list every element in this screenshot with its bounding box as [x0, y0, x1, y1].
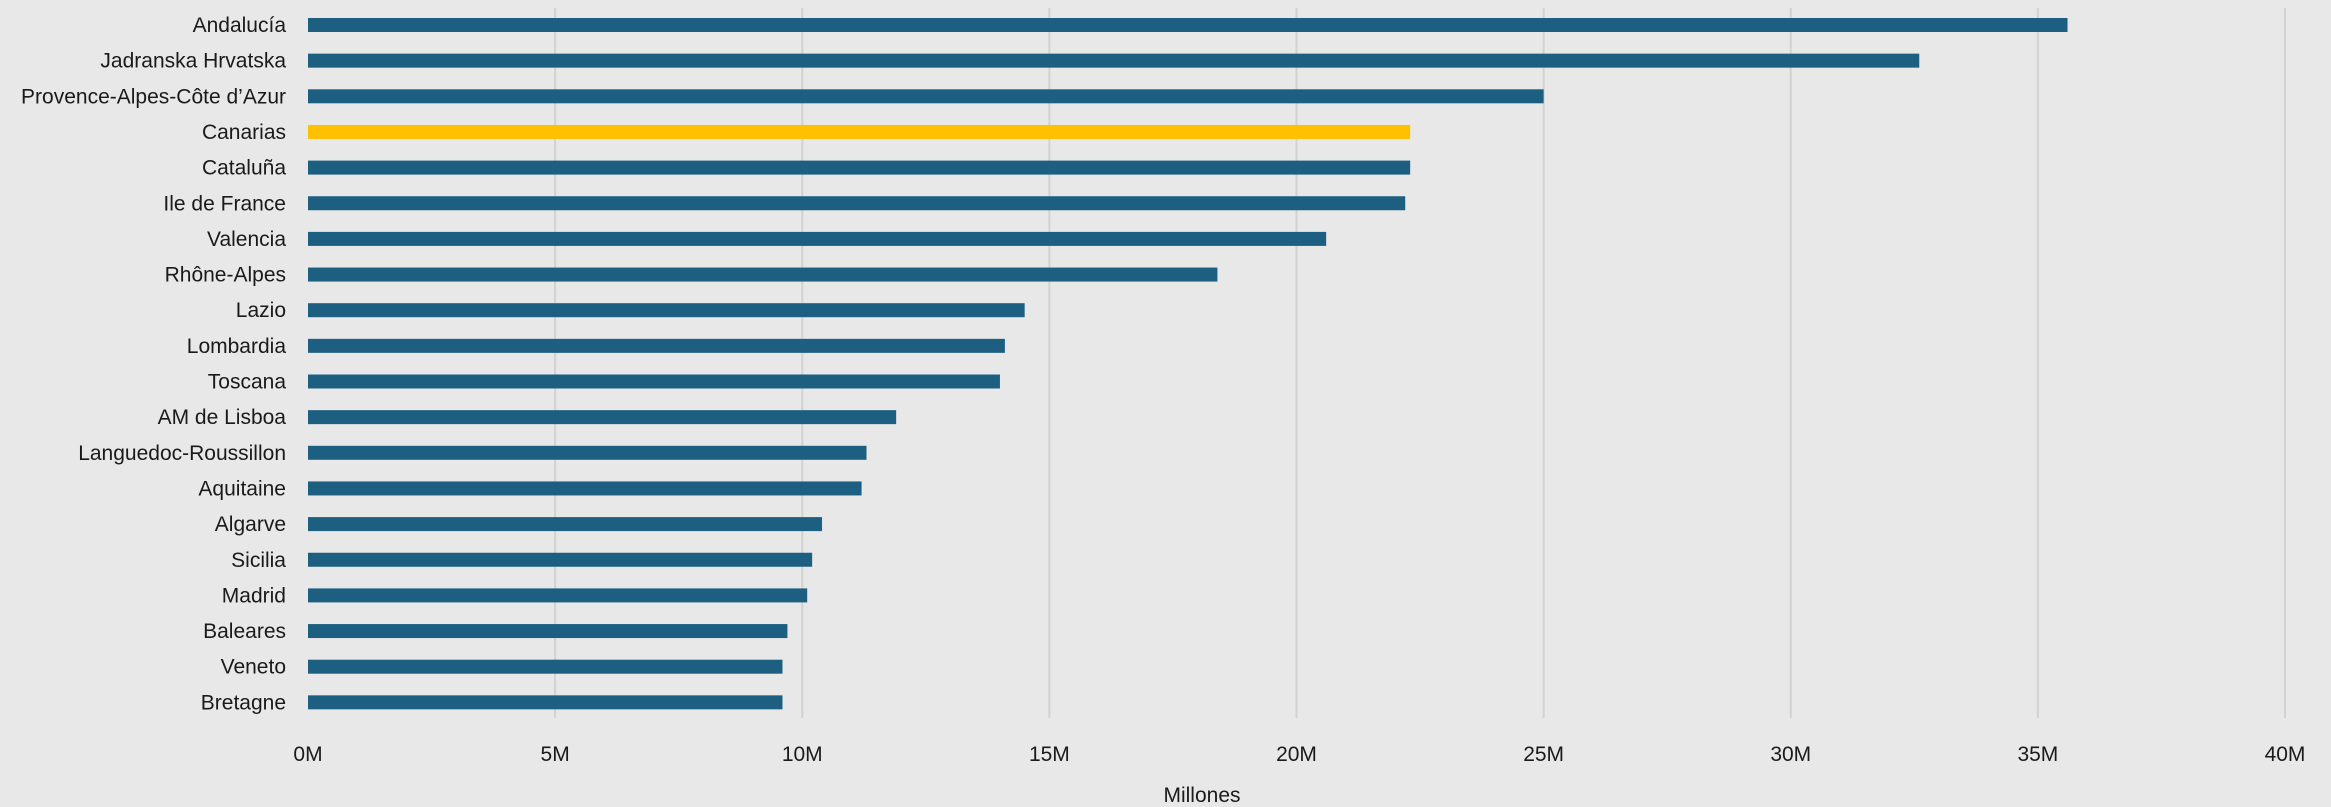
category-label: Sicilia [231, 549, 286, 572]
bar [308, 338, 1005, 353]
category-label: Baleares [203, 620, 286, 643]
category-label: Bretagne [201, 691, 286, 714]
bar [308, 588, 808, 603]
x-tick-label: 5M [541, 743, 570, 766]
category-label: Algarve [215, 513, 286, 536]
category-label: Provence-Alpes-Côte d’Azur [21, 85, 286, 108]
x-tick-label: 20M [1276, 743, 1317, 766]
x-tick-label: 0M [293, 743, 322, 766]
bar [308, 160, 1411, 175]
bar [308, 410, 897, 425]
bar [308, 695, 783, 710]
bar [308, 196, 1406, 211]
gridlines [554, 8, 2286, 718]
bar [308, 517, 823, 532]
bar [308, 624, 788, 639]
x-tick-label: 15M [1029, 743, 1070, 766]
x-axis-title: Millones [1163, 784, 1240, 807]
category-label: Lazio [236, 299, 286, 322]
category-label: Veneto [221, 656, 286, 679]
category-label: Lombardia [187, 335, 287, 358]
category-label: Cataluña [202, 157, 286, 180]
category-label: Toscana [208, 371, 287, 394]
category-label: Aquitaine [198, 477, 286, 500]
category-label: Canarias [202, 121, 286, 144]
bar [308, 18, 2068, 32]
bars [308, 18, 2068, 710]
bar [308, 552, 813, 567]
x-tick-labels: 0M 5M 10M 15M 20M 25M 30M 35M 40M [293, 743, 2305, 766]
bar [308, 53, 1920, 68]
x-tick-label: 30M [1770, 743, 1811, 766]
bar-highlighted [308, 124, 1411, 139]
bar [308, 481, 862, 496]
bar [308, 445, 867, 460]
x-tick-label: 10M [782, 743, 823, 766]
category-labels: Andalucía Jadranska Hrvatska Provence-Alpe… [21, 14, 286, 714]
category-label: Valencia [207, 228, 286, 251]
x-tick-label: 25M [1523, 743, 1564, 766]
category-label: Jadranska Hrvatska [100, 50, 286, 73]
category-label: Madrid [222, 584, 286, 607]
x-tick-label: 35M [2017, 743, 2058, 766]
bar [308, 303, 1025, 318]
category-label: Rhône-Alpes [165, 264, 286, 287]
category-label: Andalucía [193, 14, 287, 37]
category-label: AM de Lisboa [158, 406, 287, 429]
bar [308, 89, 1544, 104]
bar [308, 659, 783, 674]
x-tick-label: 40M [2265, 743, 2306, 766]
bar [308, 231, 1327, 246]
category-label: Languedoc-Roussillon [78, 442, 286, 465]
bar [308, 374, 1000, 389]
bar [308, 267, 1218, 282]
category-label: Ile de France [163, 192, 286, 215]
